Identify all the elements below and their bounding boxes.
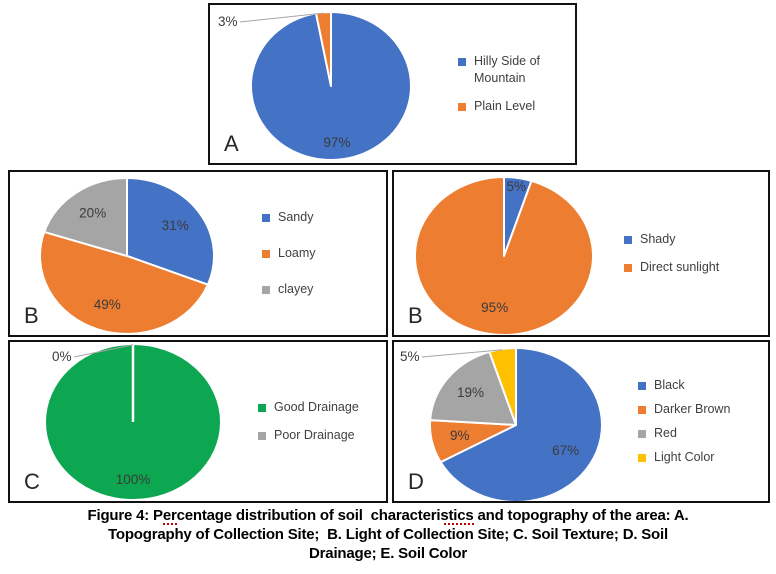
legend-label: Red — [654, 426, 677, 440]
legend-label: Light Color — [654, 449, 715, 464]
legend-item: Hilly Side of Mountain — [458, 53, 570, 87]
chart-panel-light: 5% 95% Shady Direct sunlight B — [392, 170, 770, 337]
pie-slice — [488, 347, 517, 426]
legend-label: clayey — [278, 281, 314, 296]
leader-line — [421, 349, 503, 358]
legend-item: Red — [638, 425, 766, 442]
caption-line-2: Topography of Collection Site; B. Light … — [108, 525, 668, 543]
slice-label: 9% — [450, 428, 470, 443]
legend-label: Black — [654, 378, 685, 393]
chart-panel-drainage: 100% 0% Good Drainage Poor Drainage C — [8, 340, 388, 503]
pie-chart-topography: 97% 3% — [218, 11, 412, 161]
legend-marker — [458, 57, 466, 66]
slice-label: 31% — [162, 218, 189, 233]
slice-label: 3% — [218, 14, 238, 29]
slice-label: 5% — [507, 179, 527, 194]
legend-topography: Hilly Side of Mountain Plain Level — [458, 5, 570, 163]
legend-drainage: Good Drainage Poor Drainage — [258, 342, 383, 501]
pie-chart-soil-texture: 31% 49% 20% — [39, 177, 215, 335]
legend-soil-texture: Sandy Loamy clayey — [262, 172, 382, 335]
legend-item: Good Drainage — [258, 399, 383, 416]
caption-line-3: Drainage; E. Soil Color — [309, 544, 467, 562]
leader-line — [73, 344, 134, 358]
slice-label: 67% — [552, 443, 579, 458]
figure-caption: Figure 4: Percentage distribution of soi… — [0, 507, 776, 564]
pie-slice — [413, 176, 594, 335]
slice-label: 20% — [79, 205, 106, 220]
pie-slice — [126, 177, 215, 286]
chart-panel-soil-texture: 31% 49% 20% Sandy Loamy clayey B — [8, 170, 388, 337]
legend-item: Poor Drainage — [258, 427, 383, 444]
panel-letter-a: A — [224, 131, 239, 156]
legend-item: Sandy — [262, 209, 382, 226]
legend-marker — [638, 406, 646, 415]
spellcheck-mark — [444, 523, 474, 525]
slice-label: 97% — [323, 135, 350, 150]
legend-soil-color: Black Darker Brown Red Light Color — [638, 342, 766, 501]
legend-label: Shady — [640, 232, 676, 247]
pie-slice — [39, 230, 209, 335]
slice-label: 95% — [481, 300, 508, 315]
caption-line-1: Figure 4: Percentage distribution of soi… — [87, 507, 689, 524]
slice-label: 19% — [457, 385, 484, 400]
slice-label: 100% — [116, 472, 151, 487]
legend-label: Plain Level — [474, 99, 536, 114]
legend-label: Darker Brown — [654, 402, 731, 417]
legend-label: Hilly Side of Mountain — [474, 53, 540, 85]
legend-marker — [262, 214, 270, 223]
legend-item: Direct sunlight — [624, 259, 764, 276]
legend-item: Darker Brown — [638, 401, 766, 418]
pie-slice — [43, 177, 128, 257]
legend-label: Sandy — [278, 210, 314, 225]
legend-marker — [638, 430, 646, 438]
legend-item: clayey — [262, 281, 382, 298]
pie-slice — [439, 347, 603, 501]
legend-marker — [262, 250, 270, 259]
legend-light: Shady Direct sunlight — [624, 172, 764, 335]
legend-label: Good Drainage — [274, 400, 359, 415]
legend-marker — [258, 404, 266, 413]
legend-marker — [262, 285, 270, 294]
legend-marker — [458, 103, 466, 112]
panel-letter-b1: B — [24, 303, 39, 328]
legend-item: Plain Level — [458, 98, 570, 115]
legend-item: Shady — [624, 231, 764, 248]
panel-letter-c: C — [24, 469, 40, 494]
pie-chart-drainage: 100% 0% — [44, 343, 222, 501]
slice-label: 49% — [94, 297, 121, 312]
legend-item: Light Color — [638, 449, 766, 466]
legend-marker — [624, 264, 632, 272]
pie-chart-light: 5% 95% — [413, 176, 594, 335]
spellcheck-mark — [163, 523, 177, 525]
chart-panel-topography: 97% 3% Hilly Side of Mountain Plain Level … — [208, 3, 577, 165]
pie-slice — [315, 11, 332, 87]
pie-chart-soil-color: 67% 9% 19% 5% — [400, 347, 603, 501]
legend-label: Poor Drainage — [274, 428, 355, 442]
legend-marker — [638, 382, 646, 391]
legend-label: Direct sunlight — [640, 260, 720, 274]
slice-label: 0% — [52, 349, 72, 364]
pie-slice — [429, 350, 517, 426]
legend-marker — [258, 432, 266, 440]
slice-label: 5% — [400, 349, 420, 364]
legend-item: Loamy — [262, 245, 382, 262]
legend-label: Loamy — [278, 246, 316, 261]
legend-item: Black — [638, 377, 766, 394]
panel-letter-b2: B — [408, 303, 423, 328]
legend-marker — [624, 236, 632, 245]
legend-marker — [638, 453, 646, 462]
panel-letter-d: D — [408, 469, 424, 494]
chart-panel-soil-color: 67% 9% 19% 5% Black Darker Brown Red Light Col… — [392, 340, 770, 503]
leader-line — [239, 12, 324, 23]
